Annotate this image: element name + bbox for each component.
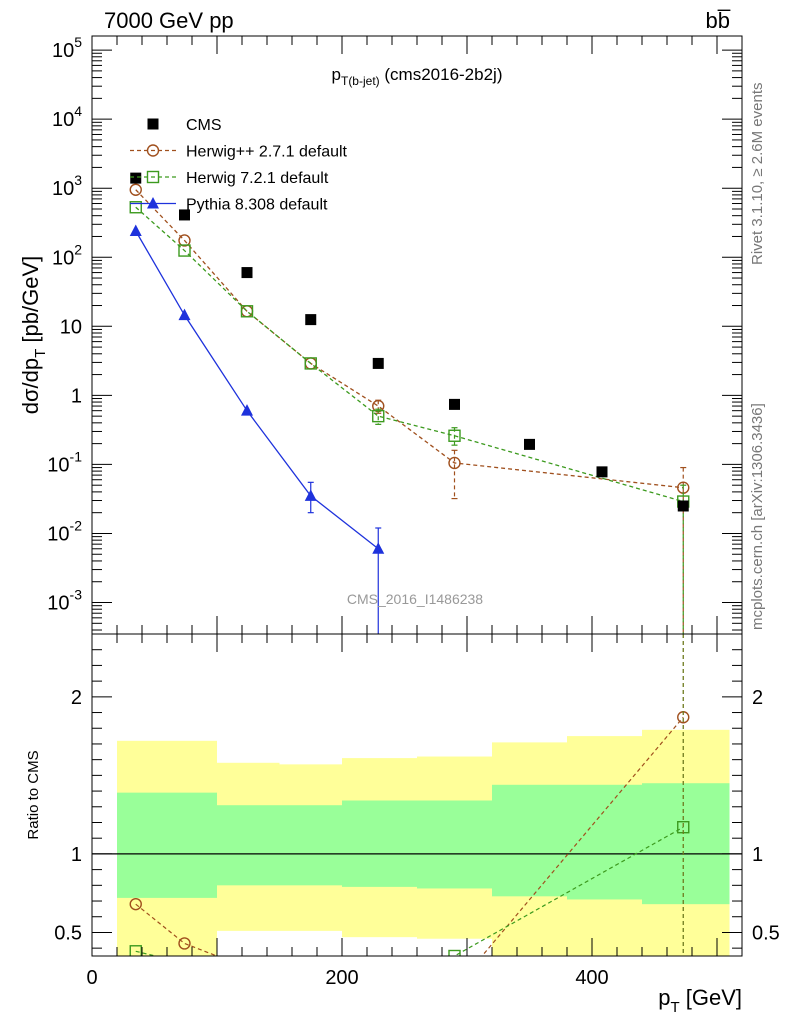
data-point	[304, 489, 317, 501]
green-band-bin	[117, 792, 217, 898]
data-point	[449, 398, 460, 410]
green-band-bin	[279, 805, 342, 886]
plot-title: pT(b-jet) (cms2016-2b2j)	[332, 65, 503, 88]
data-point	[304, 357, 317, 370]
legend-label: CMS	[186, 117, 222, 134]
y-axis-label: dσ/dpT [pb/GeV]	[18, 256, 49, 415]
mcplots-label: mcplots.cern.ch [arXiv:1306.3436]	[749, 403, 766, 630]
ratio-uncertainty-bands	[92, 729, 742, 956]
x-tick-label: 400	[575, 967, 608, 989]
legend-entry-herwig-7-2-1-default: Herwig 7.2.1 default	[130, 170, 329, 187]
x-tick-label: 200	[325, 967, 358, 989]
ratio-panel-frame	[91, 633, 743, 957]
data-point	[179, 209, 190, 221]
ratio-point	[178, 937, 191, 950]
series-line-pythia-8-308-default	[135, 230, 379, 550]
top-panel-series	[129, 172, 690, 634]
green-band-bin	[217, 805, 280, 886]
ratio-y-axis-label: Ratio to CMS	[25, 750, 42, 839]
y-tick-label: 102	[52, 241, 82, 269]
data-point	[448, 456, 461, 470]
data-point	[241, 267, 253, 279]
legend-label: Pythia 8.308 default	[186, 197, 328, 214]
y-tick-label: 103	[52, 172, 82, 200]
data-point	[178, 308, 191, 321]
legend-marker	[146, 170, 160, 184]
y-tick-label: 10	[60, 316, 82, 338]
green-band-bin	[642, 783, 730, 905]
ratio-y-tick-label: 0.5	[54, 922, 82, 944]
ratio-y-tick-label: 1	[71, 844, 82, 866]
data-point	[240, 305, 254, 318]
data-point	[372, 357, 384, 369]
ratio-y-tick-label: 1	[752, 844, 763, 866]
y-tick-label: 104	[52, 103, 82, 131]
data-point	[305, 314, 317, 326]
data-point	[178, 244, 191, 257]
x-tick-label: 0	[86, 967, 97, 989]
green-band-bin	[342, 800, 417, 887]
data-point	[129, 201, 142, 214]
data-point	[129, 183, 142, 196]
ratio-y-tick-label: 2	[752, 687, 763, 709]
y-tick-label: 1	[71, 385, 82, 407]
series-cms	[130, 172, 689, 512]
series-herwig-2-7-1-default	[129, 183, 690, 634]
legend-marker	[147, 118, 159, 130]
green-band-bin	[417, 800, 492, 889]
legend-entry-cms: CMS	[147, 117, 222, 134]
legend-entry-herwig-2-7-1-default: Herwig++ 2.7.1 default	[130, 144, 348, 161]
plot-title-text: pT(b-jet) (cms2016-2b2j)	[332, 65, 503, 88]
data-point	[178, 234, 191, 247]
data-point	[372, 542, 385, 554]
data-point	[241, 404, 253, 416]
ratio-point	[129, 945, 142, 956]
y-tick-label: 10-1	[47, 448, 82, 476]
y-tick-label: 10-2	[47, 517, 82, 545]
data-point	[677, 500, 689, 512]
ratio-point	[448, 949, 461, 956]
series-line-herwig-2-7-1-default	[135, 189, 684, 489]
ratio-y-tick-label: 0.5	[752, 922, 780, 944]
data-point	[524, 438, 535, 450]
series-line-herwig-7-2-1-default	[135, 206, 684, 503]
ratio-y-tick-label: 2	[71, 687, 82, 709]
ratio-point	[129, 897, 142, 911]
series-herwig-7-2-1-default	[129, 201, 690, 634]
data-point	[129, 224, 142, 236]
process-label: bb̅	[706, 8, 731, 33]
ratio-panel-series	[129, 634, 690, 956]
y-tick-label: 10-3	[47, 587, 82, 615]
energy-label: 7000 GeV pp	[104, 8, 234, 33]
green-band-bin	[567, 784, 642, 900]
legend-label: Herwig 7.2.1 default	[186, 170, 329, 187]
legend-label: Herwig++ 2.7.1 default	[186, 144, 348, 161]
watermark: CMS_2016_I1486238	[347, 591, 483, 607]
green-band-bin	[492, 784, 567, 897]
x-axis-label: pT [GeV]	[658, 985, 742, 1016]
legend-marker	[146, 144, 160, 157]
series-pythia-8-308-default	[129, 224, 385, 634]
rivet-label: Rivet 3.1.10, ≥ 2.6M events	[749, 83, 766, 266]
legend-marker	[147, 197, 159, 209]
legend: CMS Herwig++ 2.7.1 default Herwig 7.2.1 de…	[130, 117, 348, 214]
data-point	[448, 429, 461, 442]
y-tick-label: 105	[52, 34, 82, 62]
data-point	[596, 466, 608, 478]
legend-entry-pythia-8-308-default: Pythia 8.308 default	[130, 197, 328, 214]
data-point	[372, 409, 385, 423]
data-point	[130, 172, 142, 184]
